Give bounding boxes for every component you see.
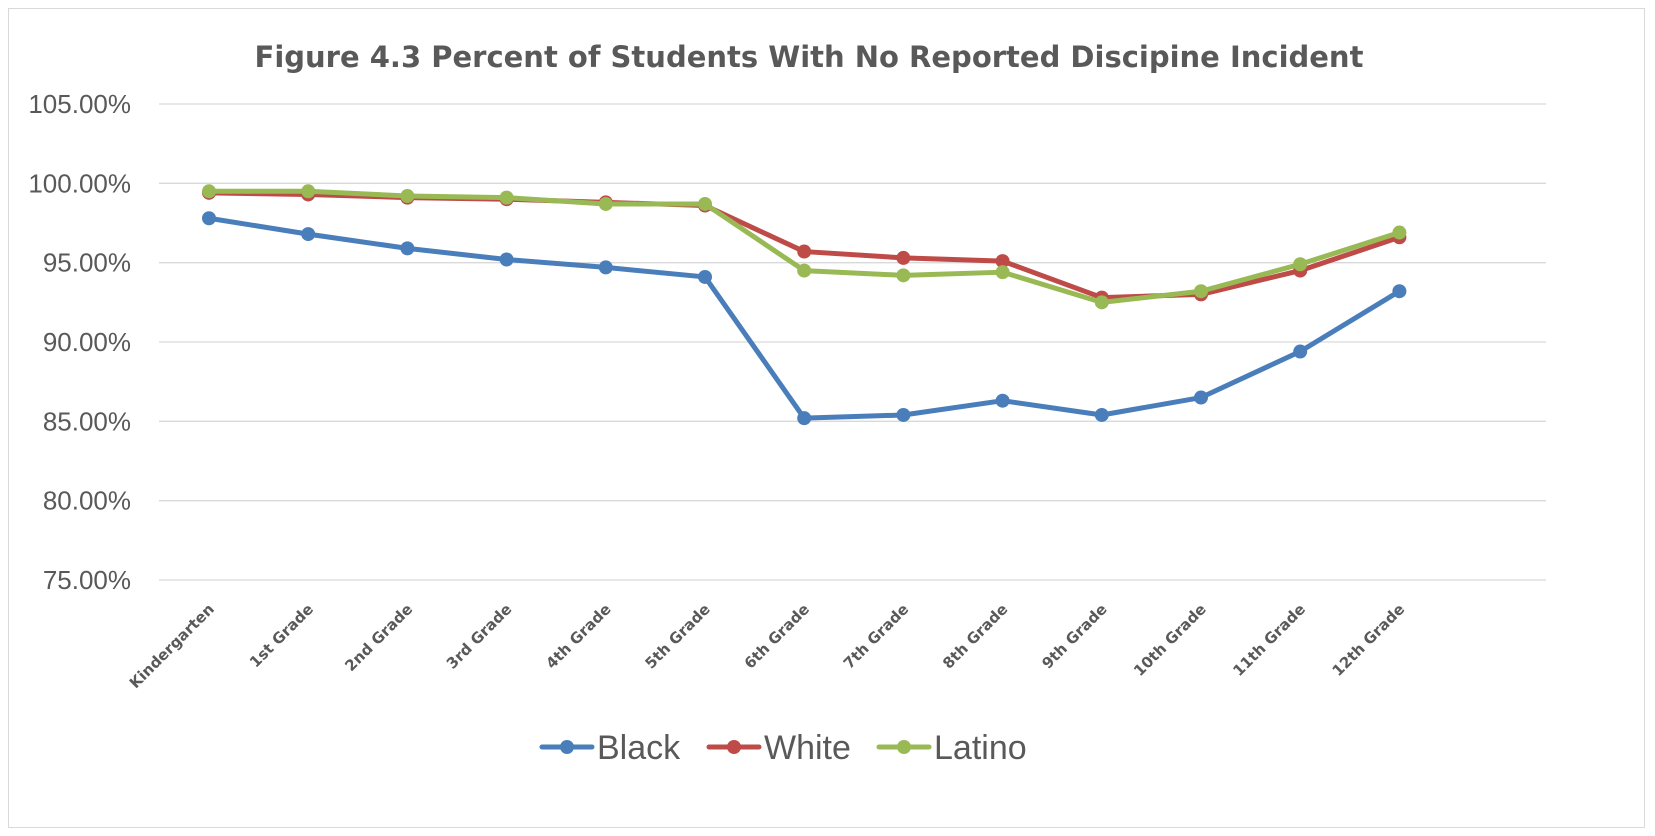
y-tick-label: 100.00% [28,168,131,198]
data-point [797,244,812,259]
x-tick-label: 8th Grade [939,600,1011,672]
legend: Black White Latino [539,729,1027,767]
data-point [301,184,316,199]
legend-item-black: Black [539,729,681,767]
line-chart: Figure 4.3 Percent of Students With No R… [28,40,1546,767]
legend-item-latino: Latino [876,729,1027,767]
legend-label: White [764,729,851,767]
x-tick-label: 1st Grade [246,600,317,671]
gridlines [159,103,1546,581]
data-point [202,211,216,226]
data-point [400,241,415,256]
series-black [202,211,1407,426]
x-tick-label: 11th Grade [1229,600,1309,680]
y-tick-label: 75.00% [43,565,131,595]
y-tick-label: 85.00% [43,406,131,436]
y-axis-ticks: 105.00% 100.00% 95.00% 90.00% 85.00% 80.00% 75… [28,89,131,595]
data-point [698,269,712,284]
x-tick-label: 5th Grade [642,600,714,672]
data-point [202,184,216,199]
data-point [896,268,911,283]
y-tick-label: 95.00% [43,248,131,278]
x-tick-label: 6th Grade [741,600,813,672]
data-point [698,196,712,211]
data-point [1293,257,1308,272]
x-tick-label: 7th Grade [840,600,912,672]
legend-label: Latino [934,729,1027,767]
x-axis-ticks: Kindergarten 1st Grade 2nd Grade 3rd Grade 4… [126,600,1408,692]
y-tick-label: 90.00% [43,327,131,357]
x-tick-label: 2nd Grade [341,600,416,675]
data-point [1194,390,1208,405]
series-latino [202,184,1407,310]
y-tick-label: 80.00% [43,486,131,516]
data-point [797,263,812,278]
data-point [598,196,613,211]
legend-marker [560,740,574,754]
x-tick-label: 4th Grade [542,600,614,672]
data-point [499,190,514,205]
data-point [1392,284,1407,299]
x-tick-label: Kindergarten [126,600,218,692]
data-point [995,254,1010,269]
chart-title: Figure 4.3 Percent of Students With No R… [255,40,1364,74]
data-point [995,393,1010,408]
data-point [995,265,1010,280]
x-tick-label: 3rd Grade [443,600,516,673]
data-point [499,252,514,267]
data-point [896,250,911,265]
legend-marker [897,740,911,754]
data-point [1392,225,1407,240]
data-point [1094,295,1109,310]
x-tick-label: 12th Grade [1329,600,1409,680]
chart-frame: Figure 4.3 Percent of Students With No R… [8,8,1645,828]
y-tick-label: 105.00% [28,89,131,119]
x-tick-label: 9th Grade [1038,600,1110,672]
legend-label: Black [597,729,681,767]
data-point [1293,344,1308,359]
data-point [598,260,613,275]
data-point [301,227,316,242]
data-point [797,411,812,426]
data-point [400,189,415,204]
legend-marker [727,740,741,754]
x-tick-label: 10th Grade [1130,600,1210,680]
legend-item-white: White [706,729,851,767]
data-point [896,407,911,422]
data-point [1094,407,1109,422]
series-lines [202,184,1407,426]
data-point [1194,284,1208,299]
